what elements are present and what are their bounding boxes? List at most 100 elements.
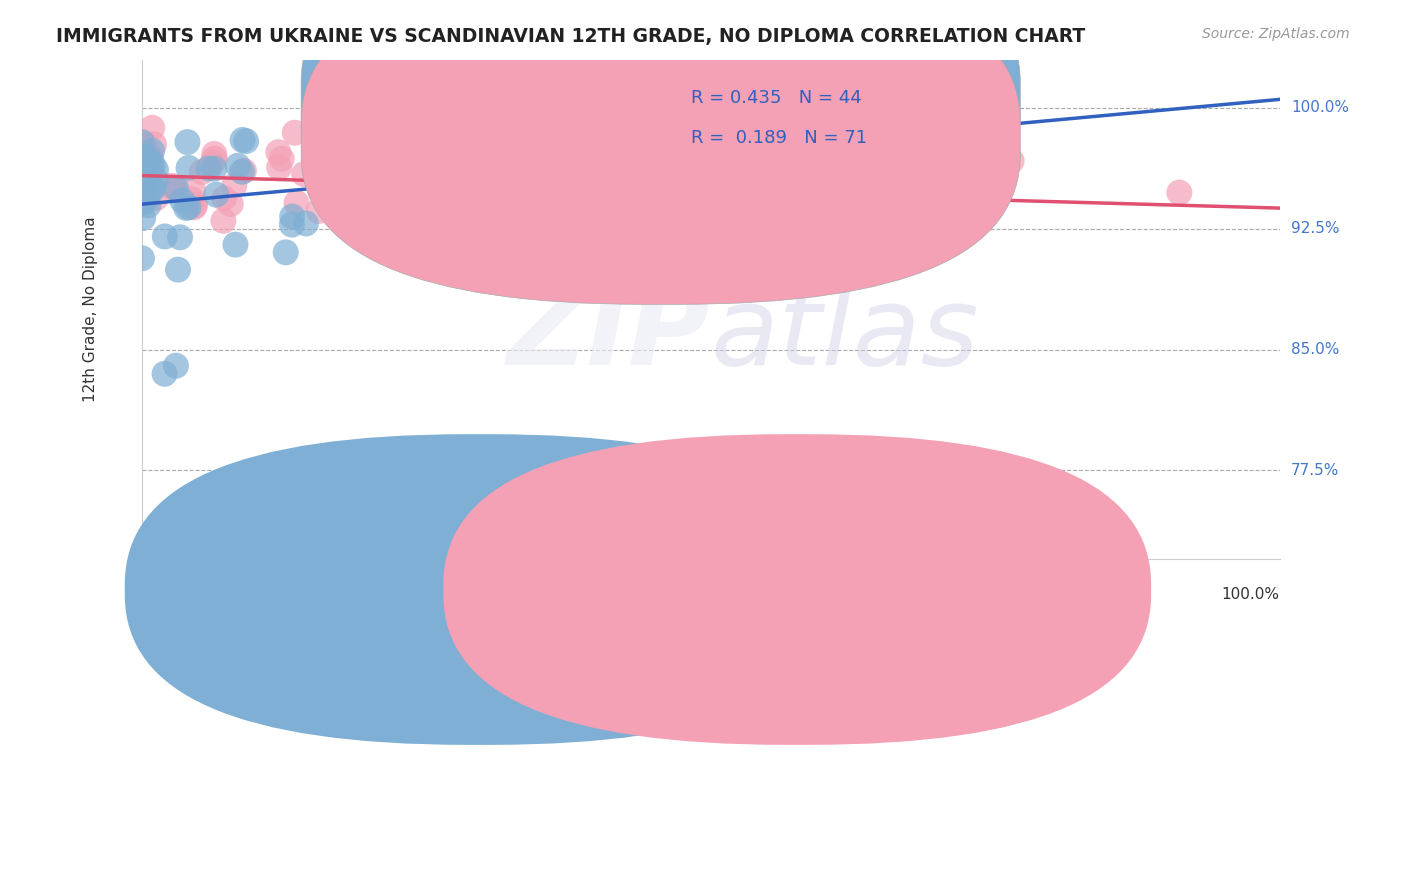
Point: [191, 165, 214, 179]
Point: [309, 147, 332, 161]
Point: [530, 147, 553, 161]
Point: [541, 165, 564, 179]
Point: [274, 245, 297, 260]
Point: [139, 148, 162, 162]
FancyBboxPatch shape: [301, 0, 1021, 304]
Point: [616, 181, 638, 195]
Point: [662, 204, 685, 219]
Text: atlas: atlas: [711, 281, 980, 388]
Point: [419, 194, 441, 208]
Point: [553, 206, 575, 220]
Point: [212, 191, 235, 205]
Point: [131, 252, 153, 266]
Text: Scandinavians: Scandinavians: [818, 587, 939, 605]
Point: [212, 213, 235, 227]
Text: IMMIGRANTS FROM UKRAINE VS SCANDINAVIAN 12TH GRADE, NO DIPLOMA CORRELATION CHART: IMMIGRANTS FROM UKRAINE VS SCANDINAVIAN …: [56, 27, 1085, 45]
Point: [132, 195, 155, 210]
Point: [204, 152, 226, 166]
Point: [388, 200, 411, 214]
Point: [863, 128, 886, 143]
Point: [134, 157, 156, 171]
Point: [141, 120, 163, 135]
Point: [458, 173, 481, 187]
Point: [139, 151, 162, 165]
Point: [395, 188, 418, 202]
Point: [387, 166, 409, 180]
Point: [565, 141, 588, 155]
Point: [176, 135, 198, 149]
Text: Source: ZipAtlas.com: Source: ZipAtlas.com: [1202, 27, 1350, 41]
Point: [232, 133, 254, 147]
Point: [142, 182, 165, 196]
Point: [1000, 153, 1022, 168]
Point: [540, 186, 562, 200]
Point: [485, 178, 508, 192]
Point: [640, 110, 662, 124]
Point: [131, 135, 153, 149]
Point: [281, 218, 304, 232]
Point: [235, 134, 257, 148]
Text: Immigrants from Ukraine: Immigrants from Ukraine: [501, 587, 709, 605]
Text: 0.0%: 0.0%: [142, 587, 180, 601]
Point: [163, 180, 186, 194]
Point: [467, 138, 489, 153]
Point: [285, 195, 308, 210]
Point: [141, 181, 163, 195]
Text: ZIP: ZIP: [508, 281, 711, 388]
Text: 100.0%: 100.0%: [1291, 101, 1348, 115]
Point: [371, 214, 394, 228]
Point: [145, 191, 167, 205]
Point: [224, 178, 246, 193]
Point: [180, 192, 202, 206]
Point: [183, 200, 205, 214]
Point: [394, 151, 416, 165]
Point: [231, 165, 253, 179]
Point: [205, 187, 228, 202]
Point: [292, 167, 315, 181]
Point: [879, 170, 901, 185]
Point: [224, 237, 246, 252]
Text: 100.0%: 100.0%: [1222, 587, 1279, 601]
Point: [132, 194, 155, 209]
Point: [134, 173, 156, 187]
Point: [356, 97, 378, 112]
Text: 92.5%: 92.5%: [1291, 221, 1340, 236]
Point: [267, 145, 290, 160]
Point: [202, 161, 225, 176]
Point: [202, 147, 225, 161]
Point: [756, 463, 779, 477]
Point: [169, 230, 191, 244]
Point: [232, 164, 254, 178]
Point: [820, 161, 842, 175]
Point: [450, 178, 472, 193]
Point: [131, 149, 153, 163]
Point: [132, 211, 155, 225]
Point: [153, 367, 176, 381]
Point: [689, 168, 711, 182]
Point: [470, 176, 492, 190]
Point: [606, 187, 628, 202]
Point: [226, 159, 249, 173]
Point: [201, 156, 224, 170]
Point: [546, 169, 568, 183]
Point: [172, 194, 194, 208]
Point: [270, 152, 292, 166]
Point: [165, 359, 187, 373]
Point: [665, 186, 688, 201]
FancyBboxPatch shape: [125, 434, 832, 745]
Point: [145, 173, 167, 187]
Point: [586, 184, 609, 198]
Point: [131, 179, 153, 194]
Point: [134, 136, 156, 151]
Point: [197, 161, 219, 176]
Point: [138, 198, 160, 212]
Point: [475, 152, 498, 166]
Point: [167, 262, 190, 277]
Point: [177, 161, 200, 175]
Point: [329, 130, 352, 145]
Point: [141, 169, 163, 183]
Point: [184, 198, 207, 212]
Point: [325, 202, 347, 216]
Point: [153, 229, 176, 244]
Point: [269, 161, 291, 175]
